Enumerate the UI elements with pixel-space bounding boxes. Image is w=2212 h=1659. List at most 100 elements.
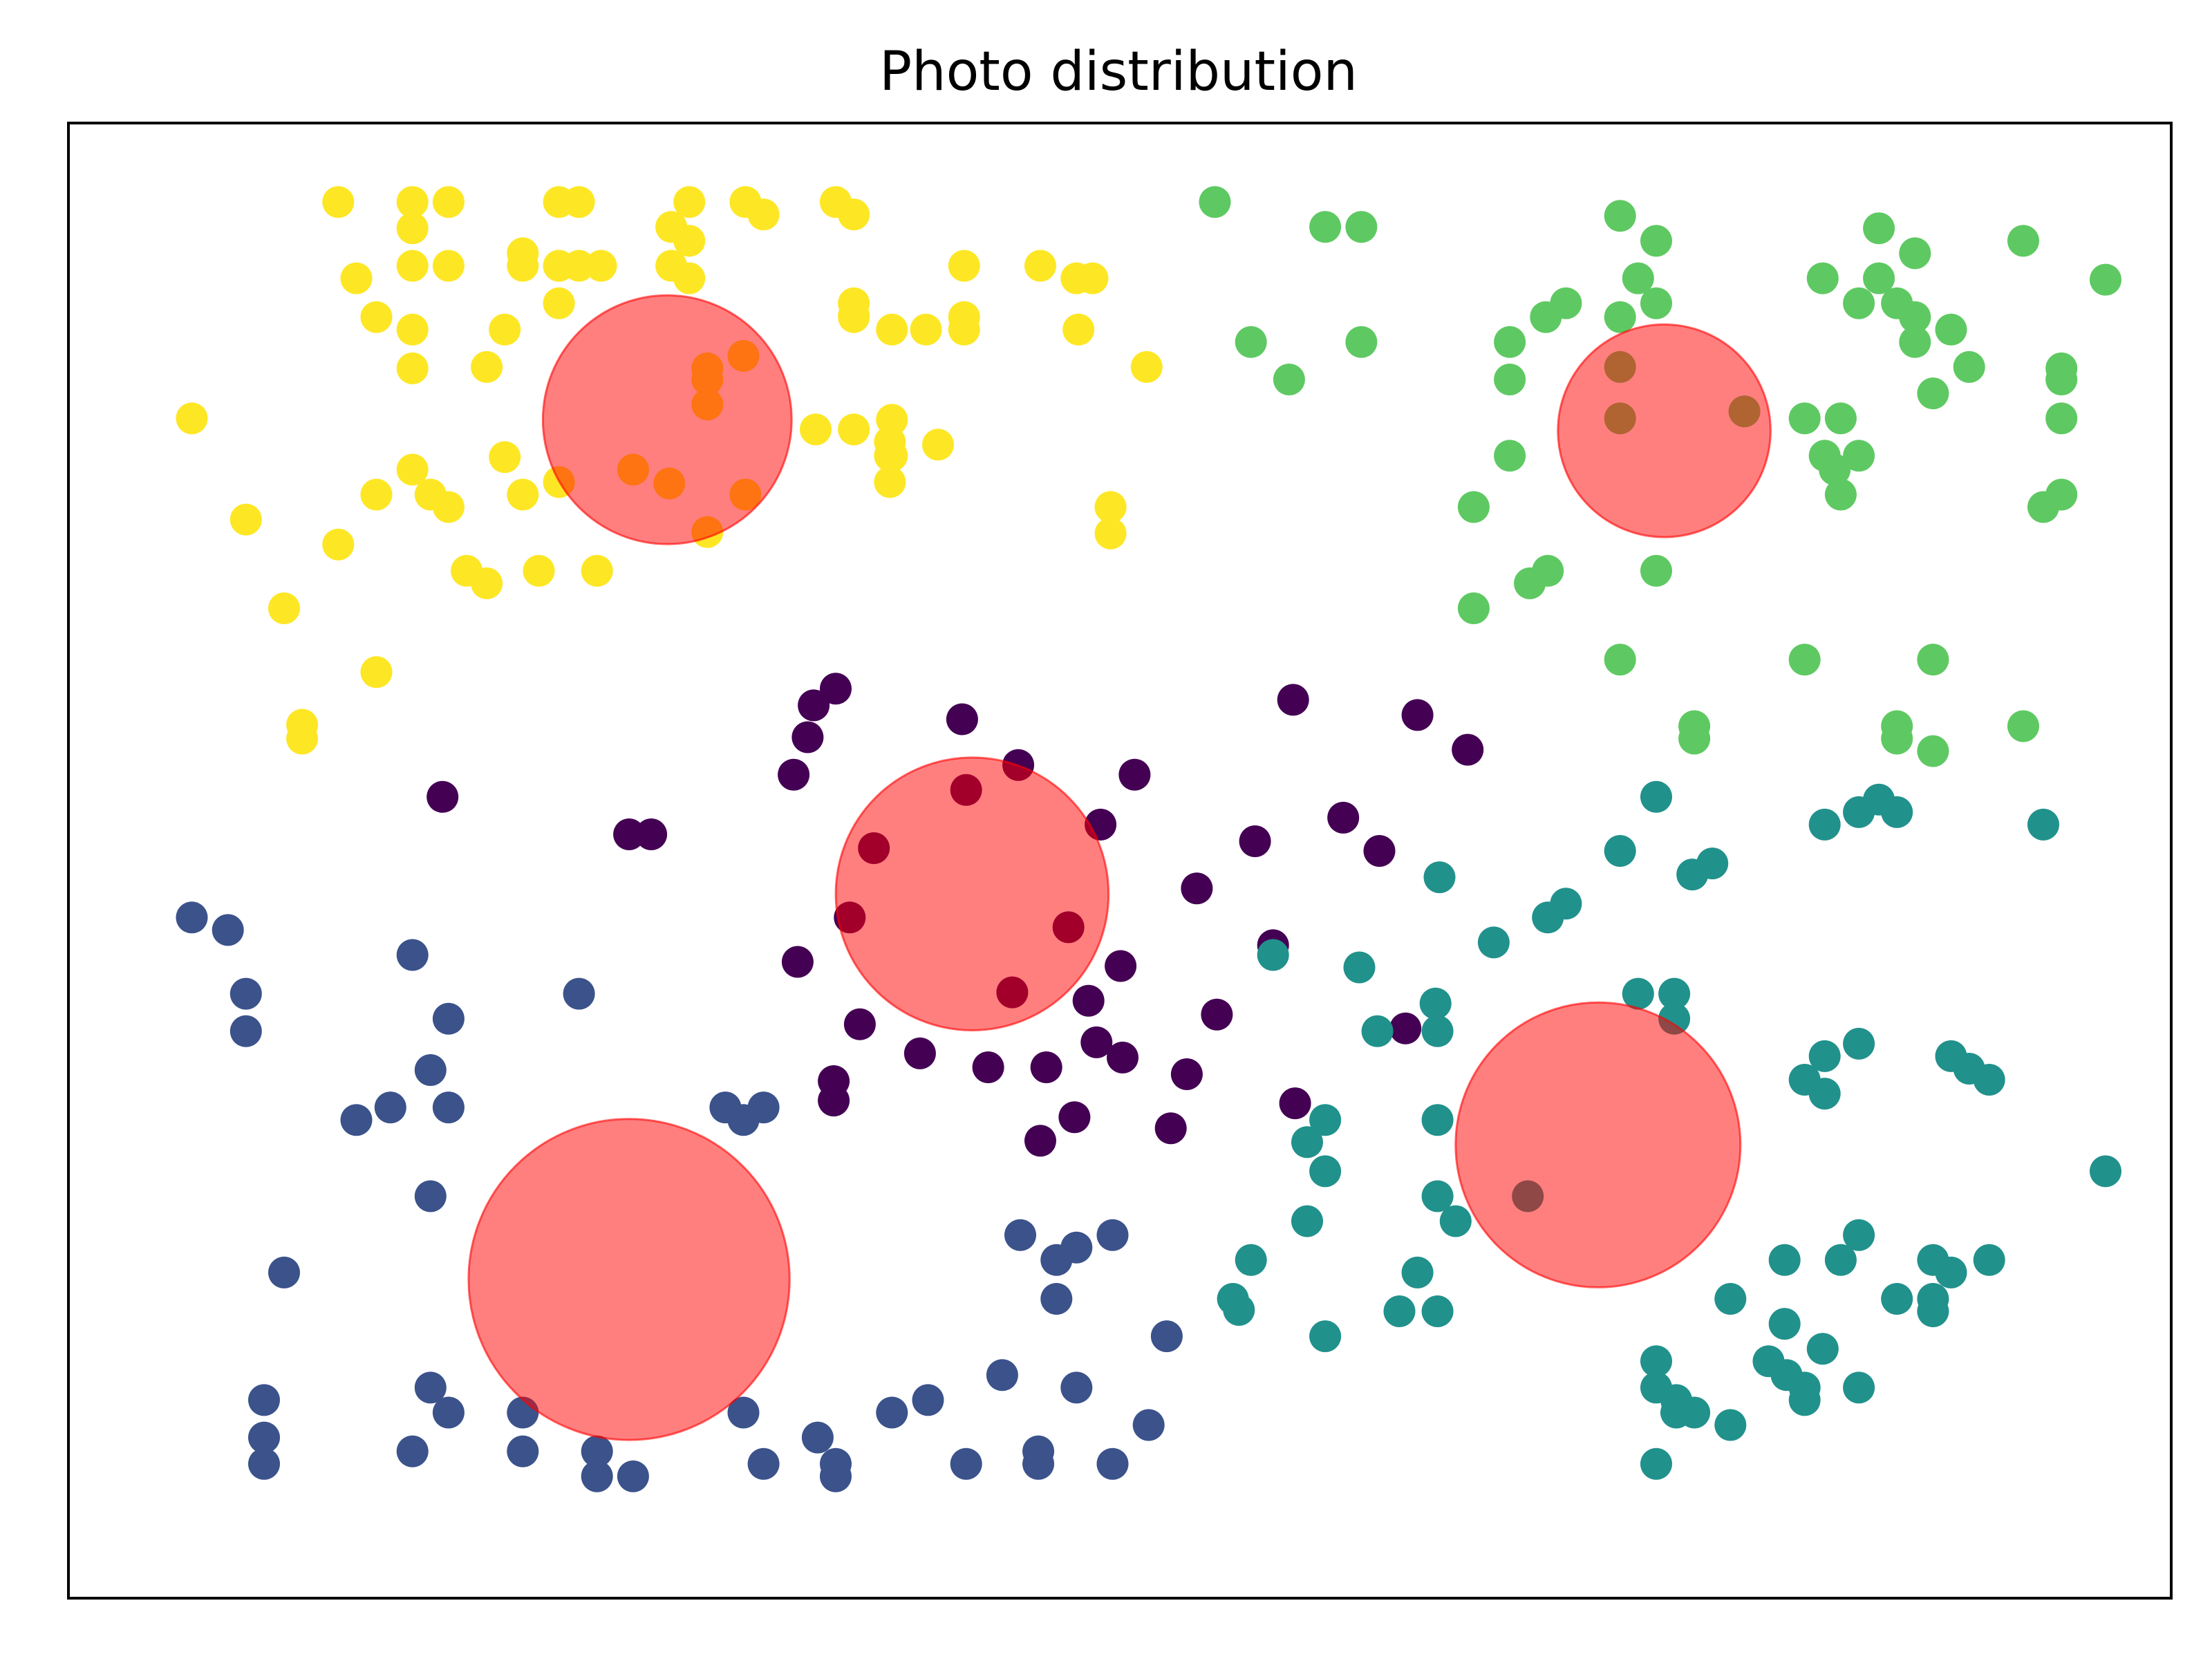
scatter-point (322, 528, 355, 561)
scatter-point (229, 503, 262, 536)
scatter-point (1935, 313, 1967, 346)
scatter-point (396, 212, 429, 245)
scatter-point (507, 478, 539, 511)
scatter-point (948, 250, 980, 282)
scatter-point (1788, 644, 1821, 676)
scatter-point (972, 1051, 1004, 1083)
scatter-point (1257, 939, 1289, 971)
scatter-point (1899, 237, 1931, 270)
scatter-point (229, 1015, 262, 1047)
scatter-point (1421, 1104, 1454, 1136)
scatter-point (1640, 780, 1672, 813)
scatter-point (1768, 1244, 1801, 1276)
scatter-point (1604, 644, 1636, 676)
scatter-point (1678, 710, 1711, 742)
scatter-point (432, 1002, 465, 1035)
scatter-point (1658, 977, 1691, 1010)
scatter-point (1604, 301, 1636, 333)
scatter-point (1279, 1087, 1311, 1120)
scatter-point (843, 1008, 876, 1040)
scatter-point (1881, 722, 1913, 755)
scatter-point (876, 313, 908, 346)
scatter-point (340, 1104, 373, 1136)
scatter-point (396, 939, 429, 971)
scatter-point (396, 250, 429, 282)
scatter-point (747, 1091, 780, 1124)
scatter-point (1060, 1371, 1093, 1404)
scatter-point (655, 211, 688, 243)
scatter-point (1345, 326, 1378, 358)
highlight-circle (834, 756, 1110, 1031)
scatter-point (1080, 1026, 1113, 1058)
scatter-point (820, 673, 852, 705)
scatter-point (396, 186, 429, 218)
scatter-point (414, 1371, 447, 1404)
highlight-circle (541, 294, 793, 545)
scatter-point (1550, 888, 1582, 920)
scatter-point (1060, 1231, 1093, 1264)
scatter-point (912, 1384, 944, 1416)
scatter-point (2007, 225, 2039, 257)
scatter-point (1150, 1320, 1183, 1353)
scatter-point (432, 1396, 465, 1429)
scatter-point (1917, 644, 1949, 676)
scatter-point (986, 1359, 1018, 1391)
scatter-point (635, 818, 668, 850)
scatter-point (396, 1435, 429, 1468)
scatter-point (581, 554, 613, 587)
scatter-point (1383, 1295, 1416, 1327)
scatter-point (432, 1091, 465, 1124)
scatter-point (747, 1447, 780, 1480)
scatter-point (1514, 567, 1546, 599)
scatter-point (427, 780, 459, 813)
scatter-point (581, 1460, 613, 1492)
scatter-point (673, 186, 706, 218)
scatter-point (1273, 364, 1305, 395)
scatter-point (838, 198, 870, 231)
scatter-point (1058, 1101, 1091, 1134)
scatter-point (1843, 1219, 1875, 1251)
scatter-point (1309, 211, 1342, 243)
scatter-point (1714, 1409, 1747, 1441)
scatter-point (2027, 808, 2059, 841)
scatter-point (1439, 1205, 1472, 1237)
scatter-point (1130, 350, 1163, 383)
scatter-point (2045, 402, 2078, 435)
scatter-point (801, 1421, 834, 1454)
scatter-point (791, 721, 824, 753)
scatter-point (1024, 1125, 1056, 1157)
scatter-point (1096, 1219, 1129, 1251)
scatter-point (1363, 835, 1396, 867)
chart-title: Photo distribution (879, 41, 1358, 103)
scatter-point (1622, 977, 1654, 1010)
scatter-point (1953, 350, 1985, 383)
scatter-point (2045, 364, 2078, 395)
scatter-point (1421, 1295, 1454, 1327)
scatter-point (1343, 951, 1376, 984)
scatter-point (414, 1180, 447, 1212)
scatter-point (1973, 1244, 2005, 1276)
scatter-point (1696, 847, 1729, 880)
scatter-point (396, 352, 429, 384)
scatter-point (950, 1447, 982, 1480)
scatter-point (778, 758, 810, 791)
scatter-point (360, 656, 393, 688)
scatter-point (1863, 212, 1895, 245)
scatter-point (1843, 1027, 1875, 1060)
scatter-point (396, 313, 429, 346)
scatter-point (2007, 710, 2039, 742)
scatter-point (585, 250, 617, 282)
scatter-point (910, 313, 942, 346)
scatter-point (1917, 1295, 1949, 1327)
scatter-point (781, 946, 814, 978)
scatter-point (1935, 1256, 1967, 1288)
scatter-point (1062, 313, 1095, 346)
scatter-point (1640, 1345, 1672, 1378)
scatter-point (1096, 1447, 1129, 1480)
scatter-point (1806, 262, 1839, 294)
scatter-point (1494, 364, 1526, 395)
scatter-point (507, 250, 539, 282)
scatter-point (1808, 1040, 1841, 1072)
scatter-point (874, 466, 906, 498)
